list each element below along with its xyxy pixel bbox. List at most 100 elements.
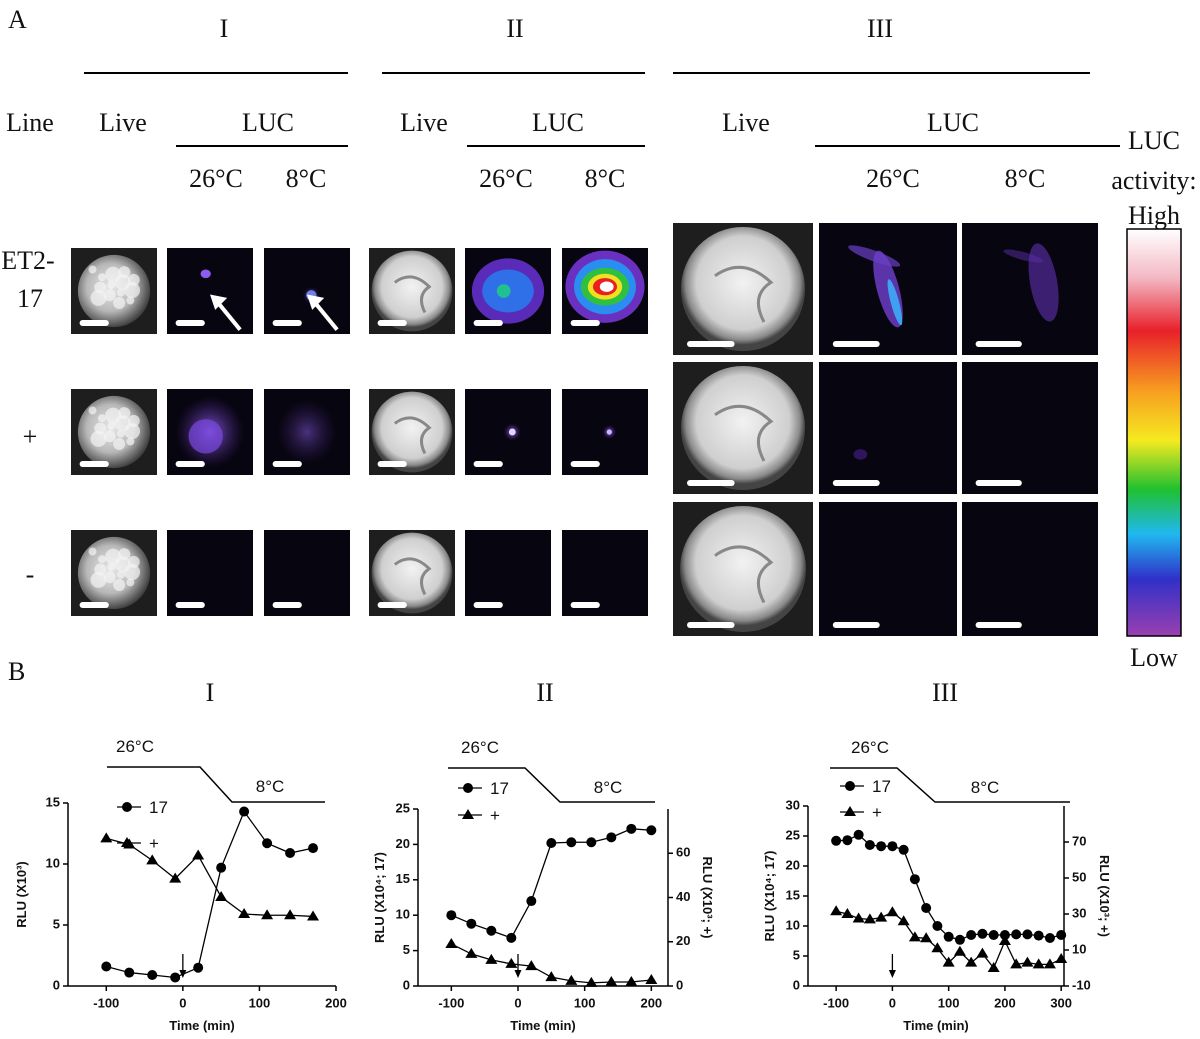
chart-title: II — [536, 678, 553, 707]
micrograph — [673, 362, 813, 494]
circle-marker — [943, 931, 954, 942]
micrograph — [962, 362, 1098, 494]
tissue-grain — [107, 280, 116, 289]
y-tick-label: 0 — [53, 977, 60, 992]
micrograph — [673, 223, 813, 355]
tissue-grain — [126, 578, 135, 587]
scale-bar — [687, 480, 735, 486]
x-tick-label: 0 — [889, 995, 896, 1010]
dish — [680, 226, 806, 352]
tissue — [77, 536, 151, 610]
luc-signal — [853, 449, 868, 460]
tissue-grain — [103, 289, 116, 302]
y-tick-label: 5 — [403, 942, 410, 957]
triangle-marker — [261, 909, 274, 920]
panel-label: B — [8, 657, 25, 686]
tissue-grain — [113, 579, 126, 592]
triangle-marker — [875, 911, 888, 922]
column-header: LUC — [927, 108, 979, 137]
y-tick-label: 15 — [786, 887, 800, 902]
circle-marker — [566, 837, 577, 848]
y-tick-label: 20 — [396, 836, 410, 851]
tissue-grain — [88, 406, 97, 415]
triangle-marker — [525, 960, 538, 971]
scale-bar — [79, 461, 109, 467]
column-header: Live — [99, 108, 147, 137]
scale-bar — [832, 341, 880, 347]
y-tick-label: 0 — [793, 977, 800, 992]
tissue — [393, 275, 432, 314]
x-tick-label: -100 — [438, 995, 464, 1010]
luc-signal — [276, 399, 338, 465]
legend-label: 17 — [490, 779, 509, 798]
tissue-grain — [113, 297, 126, 310]
y-tick-label: 5 — [793, 947, 800, 962]
colorbar-high: High — [1128, 201, 1180, 230]
dish — [680, 365, 806, 491]
x-tick-label: 0 — [514, 995, 521, 1010]
pointer-arrow — [215, 300, 242, 331]
triangle-marker — [238, 908, 251, 919]
scale-bar — [570, 461, 600, 467]
triangle-marker — [1055, 953, 1068, 963]
tissue-grain — [116, 570, 125, 579]
circle-marker — [864, 840, 875, 850]
legend-label: + — [490, 806, 500, 825]
shift-arrow-head — [514, 970, 522, 978]
circle-marker — [1011, 929, 1022, 940]
tissue-grain — [97, 414, 106, 423]
chart-title: III — [932, 678, 958, 707]
luc-signal — [188, 419, 223, 454]
scale-bar — [832, 480, 880, 486]
image-background — [819, 362, 957, 494]
triangle-marker — [100, 832, 113, 843]
scale-bar — [473, 602, 503, 608]
y2-tick-label: 30 — [1072, 905, 1086, 920]
scale-bar — [975, 341, 1022, 347]
triangle-marker — [192, 849, 205, 860]
tissue — [714, 545, 774, 604]
circle-marker — [1044, 933, 1055, 943]
tissue-grain — [116, 429, 125, 438]
y2-tick-label: 40 — [676, 889, 690, 904]
y-tick-label: 20 — [786, 857, 800, 872]
y2-tick-label: 70 — [1072, 833, 1086, 848]
triangle-marker — [1021, 956, 1034, 967]
tissue — [714, 265, 774, 323]
scale-bar — [570, 602, 600, 608]
tissue-grain — [97, 555, 106, 564]
y-axis-label: RLU (X10³) — [14, 861, 29, 927]
colorbar-title: activity: — [1111, 166, 1196, 195]
micrograph — [819, 502, 957, 636]
triangle-marker — [886, 906, 899, 917]
x-tick-label: 300 — [1050, 995, 1072, 1010]
micrograph — [167, 530, 253, 616]
temp-low-label: 8°C — [256, 777, 285, 796]
y-tick-label: 10 — [46, 855, 60, 870]
y2-tick-label: 10 — [1072, 941, 1086, 956]
circle-marker — [831, 835, 842, 846]
triangle-marker — [462, 809, 474, 819]
x-tick-label: 100 — [574, 995, 596, 1010]
micrograph — [369, 389, 455, 475]
image-background — [465, 530, 551, 616]
tissue — [77, 395, 151, 469]
circle-marker — [147, 970, 158, 981]
triangle-marker — [987, 962, 1000, 972]
scale-bar — [272, 461, 302, 467]
panel-label: A — [8, 5, 27, 34]
scale-bar — [975, 480, 1022, 486]
scale-bar — [687, 622, 735, 628]
micrograph — [71, 389, 157, 475]
temp-high-label: 26°C — [116, 737, 154, 756]
y-axis-label: RLU (X10⁴; 17) — [372, 852, 387, 943]
triangle-marker — [1010, 958, 1023, 969]
pointer-head — [210, 294, 228, 310]
group-title: I — [220, 14, 229, 43]
y2-tick-label: 0 — [676, 977, 683, 992]
temperature-profile — [448, 767, 655, 803]
y2-tick-label: 60 — [676, 845, 690, 860]
tissue-grain — [88, 547, 97, 556]
circle-marker — [308, 843, 319, 854]
